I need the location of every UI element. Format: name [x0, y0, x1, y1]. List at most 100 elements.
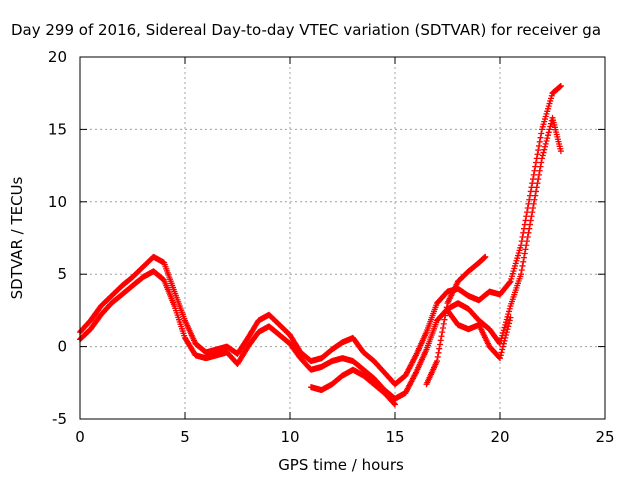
data-point — [440, 320, 447, 327]
data-point — [441, 316, 448, 323]
data-point — [522, 217, 529, 224]
data-point — [557, 82, 564, 89]
x-axis-label: GPS time / hours — [278, 456, 404, 474]
data-point — [391, 400, 398, 407]
data-point — [525, 200, 532, 207]
data-point — [521, 221, 528, 228]
data-point — [529, 209, 536, 216]
data-point — [439, 329, 446, 336]
data-point — [527, 192, 533, 199]
data-point — [436, 345, 443, 352]
data-point — [536, 171, 542, 178]
data-point — [521, 250, 528, 257]
axis-ticks: 0 5 10 15 20 25 -5 0 5 10 15 20 — [48, 48, 615, 446]
data-point — [519, 262, 526, 269]
data-point — [537, 163, 544, 170]
data-point — [437, 337, 444, 344]
data-point — [504, 313, 511, 320]
data-points — [77, 82, 564, 408]
data-point — [535, 176, 542, 183]
data-point — [534, 180, 541, 187]
data-point — [544, 135, 551, 142]
data-point — [542, 140, 549, 147]
x-tick-label-0: 0 — [75, 428, 85, 446]
data-point — [437, 341, 443, 348]
data-point — [392, 401, 398, 408]
data-point — [520, 229, 527, 236]
data-point — [537, 134, 544, 141]
data-point — [504, 326, 511, 333]
data-point — [521, 254, 527, 261]
data-point — [541, 146, 548, 153]
data-point — [535, 147, 542, 154]
data-point — [501, 337, 508, 344]
data-point — [434, 353, 441, 360]
data-point — [531, 196, 538, 203]
data-point — [533, 188, 539, 195]
data-point — [526, 225, 533, 232]
data-point — [506, 308, 512, 315]
data-point — [546, 126, 553, 133]
data-point — [506, 279, 513, 286]
data-point — [520, 258, 527, 265]
x-tick-label-5: 25 — [595, 428, 614, 446]
y-tick-label-3: 10 — [48, 193, 67, 211]
x-tick-label-2: 10 — [280, 428, 299, 446]
data-point — [533, 184, 540, 191]
data-point — [538, 130, 545, 137]
data-point — [548, 120, 554, 127]
data-point — [507, 314, 514, 321]
data-point — [532, 192, 539, 199]
data-point — [506, 305, 513, 312]
data-point — [499, 346, 506, 353]
data-point — [536, 138, 543, 145]
data-point — [545, 132, 551, 139]
data-point — [482, 253, 489, 260]
data-point — [518, 267, 525, 274]
data-point — [557, 148, 564, 155]
data-point — [534, 151, 541, 158]
data-point — [438, 333, 445, 340]
data-point — [500, 343, 506, 350]
x-tick-label-1: 5 — [180, 428, 190, 446]
data-point — [528, 184, 535, 191]
data-point — [518, 242, 524, 249]
data-point — [518, 271, 524, 278]
data-point — [529, 180, 536, 187]
data-point — [524, 238, 530, 245]
data-point — [518, 238, 525, 245]
data-point — [434, 358, 440, 365]
data-point — [523, 213, 530, 220]
plot-frame — [79, 56, 606, 420]
data-point — [547, 123, 554, 130]
series-track-5 — [308, 366, 398, 408]
y-tick-label-1: 0 — [57, 338, 67, 356]
data-point — [530, 200, 537, 207]
data-point — [500, 340, 507, 347]
data-point — [519, 233, 526, 240]
data-point — [442, 312, 449, 319]
data-point — [533, 159, 539, 166]
data-point — [443, 304, 450, 311]
y-axis-label: SDTVAR / TECUs — [8, 176, 26, 299]
data-point — [533, 155, 540, 162]
data-point — [527, 221, 533, 228]
series-track-2 — [77, 114, 564, 402]
data-point — [505, 311, 512, 318]
y-tick-label-0: -5 — [52, 410, 67, 428]
y-tick-label-4: 15 — [48, 120, 67, 138]
data-point — [524, 209, 530, 216]
data-point — [506, 320, 512, 327]
data-point — [527, 188, 534, 195]
data-point — [523, 242, 530, 249]
data-point — [531, 167, 538, 174]
data-point — [527, 217, 534, 224]
x-tick-label-4: 20 — [490, 428, 509, 446]
data-point — [525, 229, 532, 236]
data-point — [498, 349, 505, 356]
data-point — [506, 317, 513, 324]
data-point — [528, 213, 535, 220]
data-point — [532, 163, 539, 170]
data-point — [539, 155, 545, 162]
